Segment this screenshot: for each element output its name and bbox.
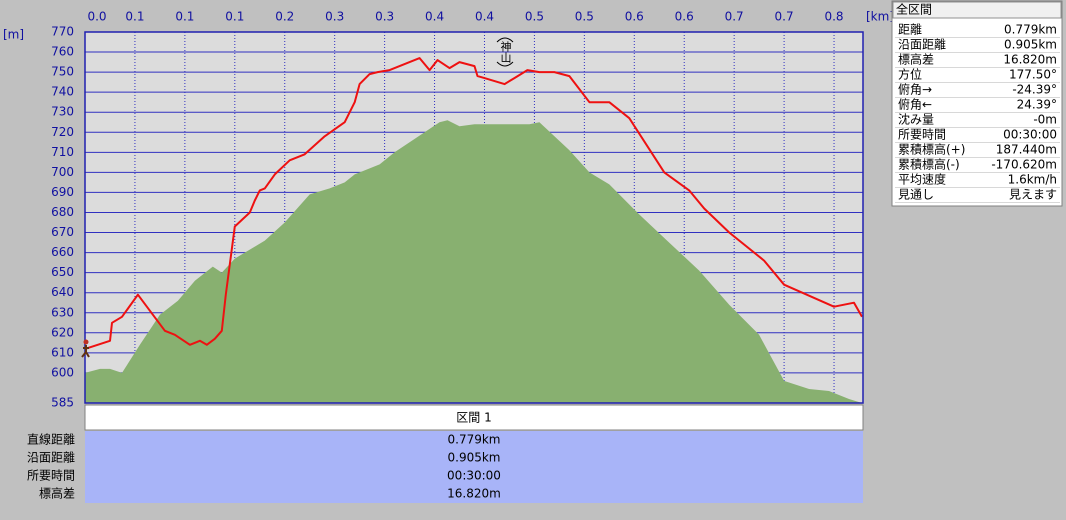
y-tick-label: 585 [51,396,74,410]
y-tick-label: 680 [51,205,74,219]
summary-value: -0m [1033,113,1057,127]
x-tick-label: 0.6 [675,10,694,24]
summary-value: -170.620m [991,158,1057,172]
summary-value: 00:30:00 [1003,128,1057,142]
table-header: 区間 1 [456,411,491,425]
plot-border [84,31,864,404]
summary-label: 俯角→ [898,82,932,97]
table-header-cell [84,404,864,431]
hiker-icon [81,339,90,358]
row-label: 直線距離 [27,432,75,447]
x-tick-label: 0.3 [375,10,394,24]
summary-value: 1.6km/h [1008,173,1057,187]
summary-label: 距離 [898,23,922,37]
x-tick-label: 0.5 [575,10,594,24]
summary-label: 方位 [898,67,922,82]
x-tick-label: 0.4 [475,10,494,24]
summary-rows: 距離 0.779km 沿面距離 0.905km 標高差 16.820m 方位 177.50° 俯… [895,23,1060,203]
y-tick-label: 740 [51,85,74,99]
summary-panel [891,0,1063,207]
summary-title-box [892,1,1062,19]
y-tick-label: 620 [51,325,74,339]
row-value: 0.779km [448,433,501,447]
y-tick-label: 720 [51,125,74,139]
y-tick-label: 670 [51,225,74,239]
terrain-area [85,120,862,403]
summary-value: 16.820m [1003,53,1057,67]
y-tick-label: 710 [51,145,74,159]
summary-label: 標高差 [898,52,934,67]
x-tick-label: 0.7 [775,10,794,24]
summary-value: 177.50° [1009,68,1057,82]
y-tick-label: 600 [51,365,74,379]
summary-title: 全区間 [896,2,932,17]
x-tick-label: 0.3 [325,10,344,24]
summary-value: 0.779km [1004,23,1057,37]
summary-label: 沿面距離 [898,38,946,52]
x-tick-label: 0.1 [125,10,144,24]
row-value: 0.905km [448,451,501,465]
y-tick-label: 650 [51,265,74,279]
y-tick-label: 610 [51,345,74,359]
summary-value: 187.440m [996,143,1057,157]
y-tick-label: 760 [51,45,74,59]
plot [84,31,863,404]
x-tick-label: 0.0 [87,10,106,24]
summary-label: 見通し [898,188,934,202]
row-label: 標高差 [39,486,75,501]
summary-value: -24.39° [1012,83,1057,97]
x-tick-label: 0.7 [725,10,744,24]
y-tick-label: 730 [51,105,74,119]
y-tick-label: 630 [51,305,74,319]
x-tick-label: 0.8 [824,10,843,24]
y-tick-label: 770 [51,25,74,39]
peak-label: 神山 [499,40,512,63]
y-tick-label: 750 [51,65,74,79]
y-tick-label: 700 [51,165,74,179]
peak-marker: 神山 [496,37,514,67]
summary-label: 俯角← [898,97,932,112]
row-value: 00:30:00 [447,469,501,483]
row-label: 沿面距離 [27,451,75,465]
y-tick-label: 640 [51,285,74,299]
x-tick-label: 0.2 [275,10,294,24]
row-label: 所要時間 [27,469,75,483]
x-tick-label: 0.1 [225,10,244,24]
x-tick-label: 0.6 [625,10,644,24]
y-tick-label: 660 [51,245,74,259]
peak-bracket [496,37,514,67]
table-body [85,431,863,503]
summary-value: 見えます [1009,188,1057,202]
summary-value: 24.39° [1017,98,1057,112]
summary-label: 累積標高(+) [898,142,965,157]
x-tick-label: 0.5 [525,10,544,24]
summary-label: 平均速度 [898,172,946,187]
summary-value: 0.905km [1004,38,1057,52]
route-line [84,57,863,350]
summary-label: 沈み量 [898,112,934,127]
x-unit: [km] [866,10,894,24]
table-rows: 直線距離 0.779km 沿面距離 0.905km 所要時間 00:30:00 標高差 16.… [27,432,501,501]
x-tick-label: 0.1 [175,10,194,24]
summary-label: 所要時間 [898,128,946,142]
summary-label: 累積標高(-) [898,157,960,172]
y-tick-label: 690 [51,185,74,199]
y-unit: [m] [3,28,24,42]
x-tick-label: 0.4 [425,10,444,24]
row-value: 16.820m [447,487,501,501]
